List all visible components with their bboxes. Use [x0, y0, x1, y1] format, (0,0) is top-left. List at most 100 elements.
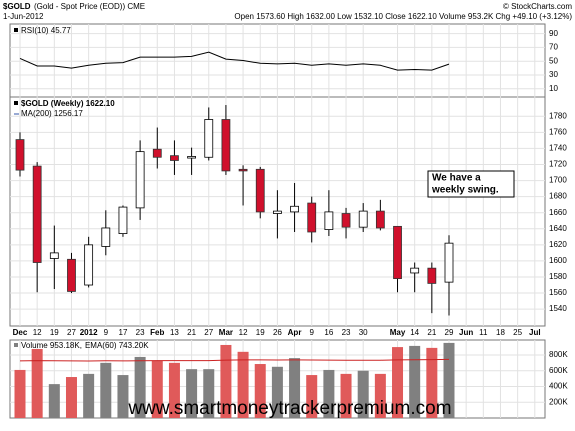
symbol: $GOLD: [3, 2, 31, 11]
y-tick-label: 1640: [549, 224, 567, 233]
volume-bar: [83, 373, 95, 418]
legend-swatch: [14, 343, 18, 347]
candle-body: [15, 139, 25, 171]
volume-bar: [65, 377, 77, 418]
x-tick-label: 16: [324, 328, 333, 337]
candle-body: [427, 267, 437, 284]
candle-body: [410, 267, 420, 274]
x-tick-label: 30: [359, 328, 368, 337]
candle-body: [84, 244, 94, 286]
candle-body: [101, 227, 111, 247]
y-tick-label: 1760: [549, 127, 567, 136]
y-tick-label: 1580: [549, 272, 567, 281]
volume-bar: [220, 344, 232, 418]
candle-body: [272, 210, 282, 214]
candle-body: [341, 213, 351, 228]
x-tick-label: 2012: [80, 328, 98, 337]
x-tick-label: Apr: [288, 328, 302, 337]
y-tick-label: 1620: [549, 240, 567, 249]
y-tick-label: 90: [549, 29, 558, 38]
volume-bar: [31, 348, 43, 418]
candle-body: [187, 156, 197, 159]
x-tick-label: 19: [50, 328, 59, 337]
legend-swatch: [14, 101, 18, 105]
annotation: We have a: [432, 173, 481, 184]
candle-body: [307, 202, 317, 233]
legend-label: EMA(60) 743.20K: [85, 341, 149, 350]
credit: © StockCharts.com: [503, 2, 572, 11]
quote: Open 1573.60 High 1632.00 Low 1532.10 Cl…: [234, 12, 572, 21]
candle-body: [375, 210, 385, 229]
candle-body: [238, 168, 248, 172]
x-tick-label: Dec: [13, 328, 28, 337]
x-tick-label: Feb: [150, 328, 164, 337]
volume-bar: [426, 347, 438, 418]
candle-body: [32, 165, 42, 263]
candle-body: [204, 119, 214, 158]
x-tick-label: 13: [170, 328, 179, 337]
legend-label: RSI(10) 45.77: [21, 26, 71, 35]
x-tick-label: 25: [513, 328, 522, 337]
x-tick-label: 29: [445, 328, 454, 337]
volume-bar: [392, 347, 404, 418]
volume-bar: [289, 358, 301, 418]
legend-swatch: [14, 28, 18, 32]
annotation-box: [427, 170, 515, 198]
candle-body: [444, 242, 454, 283]
x-tick-label: 9: [309, 328, 314, 337]
x-tick-label: 27: [67, 328, 76, 337]
candle-body: [118, 206, 128, 234]
volume-bar: [117, 375, 129, 418]
x-tick-label: 17: [119, 328, 128, 337]
y-tick-label: 400K: [549, 382, 568, 391]
y-tick-label: 1660: [549, 208, 567, 217]
x-tick-label: 23: [342, 328, 351, 337]
volume-bar: [134, 356, 146, 418]
volume-bar: [151, 360, 163, 418]
candle-body: [393, 225, 402, 279]
x-tick-label: 19: [256, 328, 265, 337]
volume-bar: [357, 370, 369, 418]
volume-bar: [237, 351, 249, 418]
y-tick-label: 1680: [549, 192, 567, 201]
volume-bar: [409, 345, 421, 418]
y-tick-label: 30: [549, 70, 558, 79]
volume-bar: [443, 342, 455, 418]
x-tick-label: 26: [273, 328, 282, 337]
y-tick-label: 1780: [549, 111, 567, 120]
price-title: $GOLD (Weekly) 1622.10: [21, 99, 115, 108]
volume-bar: [306, 375, 318, 418]
volume-bar: [374, 373, 386, 418]
candle-body: [290, 205, 299, 213]
x-tick-label: 14: [410, 328, 419, 337]
volume-bar: [48, 384, 60, 418]
annotation: weekly swing.: [431, 185, 499, 196]
candle-body: [67, 258, 76, 292]
y-tick-label: 1740: [549, 144, 567, 153]
volume-bar: [323, 369, 335, 418]
volume-bar: [254, 364, 266, 418]
volume-bar: [271, 366, 283, 418]
y-tick-label: 1600: [549, 256, 567, 265]
ma-label: MA(200) 1256.17: [21, 109, 83, 118]
x-tick-label: 12: [33, 328, 42, 337]
x-tick-label: 21: [427, 328, 436, 337]
y-tick-label: 200K: [549, 397, 568, 406]
volume-bar: [186, 369, 198, 418]
x-tick-label: 23: [136, 328, 145, 337]
y-tick-label: 70: [549, 43, 558, 52]
y-tick-label: 10: [549, 84, 558, 93]
y-tick-label: 1720: [549, 160, 567, 169]
y-tick-label: 1700: [549, 176, 567, 185]
x-tick-label: 12: [239, 328, 248, 337]
x-tick-label: 11: [479, 328, 488, 337]
candle-body: [170, 155, 179, 161]
candle-body: [221, 119, 231, 172]
y-tick-label: 800K: [549, 350, 568, 359]
y-tick-label: 1560: [549, 288, 567, 297]
symbol-name: (Gold - Spot Price (EOD)) CME: [34, 2, 145, 11]
volume-bar: [100, 362, 112, 418]
x-tick-label: 9: [104, 328, 109, 337]
y-tick-label: 50: [549, 56, 558, 65]
